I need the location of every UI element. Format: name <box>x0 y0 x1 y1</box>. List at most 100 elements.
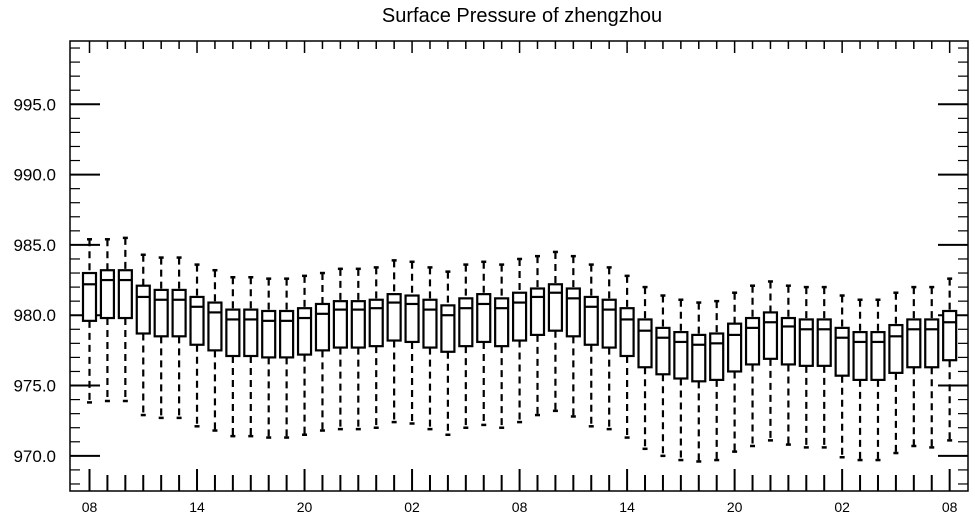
box <box>852 298 868 462</box>
box <box>601 266 617 431</box>
box <box>673 298 689 462</box>
box <box>261 277 277 439</box>
box-iqr <box>440 304 456 353</box>
box-iqr <box>494 297 510 348</box>
x-tick-label: 14 <box>619 499 635 515</box>
box-iqr <box>709 332 725 382</box>
box <box>655 294 671 458</box>
box <box>350 267 366 431</box>
x-tick-label: 08 <box>512 499 528 515</box>
box-iqr <box>870 330 886 382</box>
box-iqr <box>852 330 868 382</box>
box <box>924 285 940 449</box>
box <box>727 291 743 453</box>
box <box>314 271 331 432</box>
box-iqr <box>332 300 348 349</box>
box-iqr <box>386 293 402 342</box>
box <box>440 270 456 436</box>
y-tick-label: 980.0 <box>13 306 56 325</box>
box-iqr <box>350 300 366 349</box>
box <box>691 301 707 463</box>
x-tick-label: 02 <box>404 499 420 515</box>
box <box>81 238 98 404</box>
box <box>189 263 205 428</box>
box-iqr <box>816 318 832 367</box>
y-tick-label: 975.0 <box>13 377 56 396</box>
box <box>834 294 850 459</box>
y-tick-label: 970.0 <box>13 447 56 466</box>
x-tick-label: 20 <box>297 499 313 515</box>
box-iqr <box>619 307 635 358</box>
box <box>780 284 796 446</box>
box-iqr <box>225 308 241 358</box>
box <box>99 238 116 403</box>
box <box>296 274 313 436</box>
box <box>709 299 725 462</box>
y-axis: 970.0 975.0 980.0 985.0 990.0 995.0 <box>13 95 968 466</box>
box-iqr <box>744 316 761 366</box>
box-iqr <box>368 298 384 348</box>
box-iqr <box>727 322 743 373</box>
box <box>332 267 348 431</box>
box-iqr <box>762 311 779 360</box>
box <box>744 284 761 448</box>
box-iqr <box>279 309 295 359</box>
box <box>243 276 259 438</box>
box <box>225 276 241 438</box>
box <box>529 254 546 417</box>
box <box>476 260 492 427</box>
box-iqr <box>547 283 564 332</box>
box <box>422 266 438 431</box>
box-iqr <box>637 318 653 369</box>
box-iqr <box>261 309 277 359</box>
chart-title: Surface Pressure of zhengzhou <box>382 5 662 27</box>
x-tick-label: 08 <box>942 499 958 515</box>
box-plot-series <box>81 236 958 463</box>
x-tick-label: 08 <box>82 499 98 515</box>
box-iqr <box>81 271 98 322</box>
y-tick-label: 995.0 <box>13 95 56 114</box>
box <box>583 263 599 428</box>
box-iqr <box>798 318 814 367</box>
y-tick-label: 985.0 <box>13 236 56 255</box>
box-iqr <box>691 333 707 383</box>
box <box>279 277 295 439</box>
box <box>386 259 402 424</box>
box-iqr <box>171 288 187 338</box>
box-iqr <box>583 295 599 346</box>
box-iqr <box>780 316 796 366</box>
box <box>117 236 133 403</box>
box <box>619 274 635 439</box>
box <box>458 263 474 429</box>
box <box>888 291 904 455</box>
minor-ticks <box>70 47 968 485</box>
x-axis: 08 14 20 02 08 14 20 02 08 <box>82 41 958 515</box>
box <box>637 285 653 451</box>
box-iqr <box>655 326 671 376</box>
box-iqr <box>458 297 474 348</box>
box-iqr <box>243 308 259 358</box>
box-iqr <box>422 298 438 349</box>
box <box>171 256 187 420</box>
box-iqr <box>153 288 169 338</box>
box <box>870 298 886 462</box>
x-tick-label: 14 <box>189 499 205 515</box>
box <box>547 250 564 413</box>
box-iqr <box>834 326 850 377</box>
box-iqr <box>314 302 331 352</box>
box <box>153 256 169 420</box>
box <box>368 266 384 429</box>
plot-frame <box>69 40 969 492</box>
box-iqr <box>476 293 492 344</box>
box-iqr <box>565 287 581 338</box>
box-iqr <box>207 301 223 352</box>
box <box>816 285 832 449</box>
box-iqr <box>511 291 528 342</box>
box-iqr <box>189 295 205 346</box>
box-iqr <box>673 330 689 380</box>
box <box>798 285 814 449</box>
y-tick-label: 990.0 <box>13 166 56 185</box>
x-tick-label: 20 <box>727 499 743 515</box>
box-iqr <box>404 294 420 344</box>
